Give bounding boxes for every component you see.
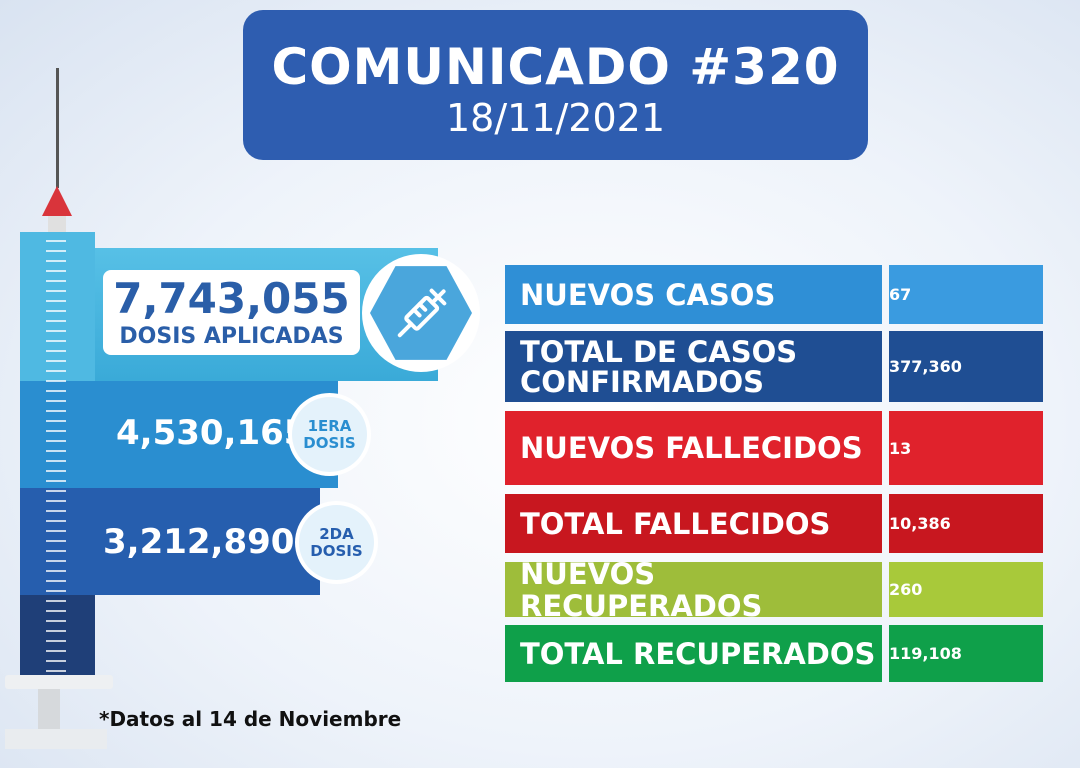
stat-value-cell: 10,386 [889, 494, 1043, 553]
needle-icon [56, 68, 59, 188]
second-dose-band [95, 488, 320, 595]
plunger-rod [38, 689, 60, 729]
second-dose-badge-line2: DOSIS [310, 541, 363, 560]
stat-label-total-casos-line2: CONFIRMADOS [520, 364, 765, 399]
first-dose-badge-line1: 1ERA [307, 416, 352, 435]
total-doses-value: 7,743,055 [113, 274, 350, 323]
syringe-hub [48, 216, 66, 232]
vaccine-hexagon [370, 266, 472, 360]
syringe-icon [397, 288, 447, 338]
needle-tip-icon [42, 186, 72, 216]
stat-label-nuevos-recuperados: NUEVOS RECUPERADOS [520, 556, 763, 623]
second-dose-badge: 2DA DOSIS [299, 505, 374, 580]
stat-label-total-casos: TOTAL DE CASOS CONFIRMADOS [505, 337, 797, 397]
stat-label-cell: NUEVOS CASOS [505, 265, 882, 324]
stat-value-nuevos-recuperados: 260 [889, 580, 923, 599]
total-doses-label: DOSIS APLICADAS [119, 324, 344, 349]
stat-value-total-recuperados: 119,108 [889, 644, 962, 663]
first-dose-badge: 1ERA DOSIS [292, 397, 367, 472]
stat-value-cell: 119,108 [889, 625, 1043, 682]
plunger-base [5, 729, 107, 749]
stat-value-cell: 67 [889, 265, 1043, 324]
stat-value-nuevos-casos: 67 [889, 285, 912, 304]
total-doses-card: 7,743,055 DOSIS APLICADAS [103, 270, 360, 355]
stat-value-cell: 260 [889, 562, 1043, 617]
stat-label-total-fallecidos: TOTAL FALLECIDOS [520, 506, 831, 541]
second-dose-badge-line1: 2DA [319, 524, 354, 543]
stat-value-total-casos: 377,360 [889, 357, 962, 376]
stat-label-cell: NUEVOS FALLECIDOS [505, 411, 882, 485]
stat-value-cell: 377,360 [889, 331, 1043, 402]
stat-label-nuevos-fallecidos: NUEVOS FALLECIDOS [520, 431, 863, 465]
stat-label-nuevos-casos: NUEVOS CASOS [520, 277, 776, 312]
first-dose-value: 4,530,165 [116, 413, 308, 453]
stat-value-total-fallecidos: 10,386 [889, 514, 951, 533]
footnote: *Datos al 14 de Noviembre [99, 707, 402, 731]
stat-label-cell: TOTAL DE CASOS CONFIRMADOS [505, 331, 882, 402]
plunger-thumb [5, 675, 113, 689]
stat-label-total-casos-line1: TOTAL DE CASOS [520, 334, 798, 369]
stat-label-cell: TOTAL RECUPERADOS [505, 625, 882, 682]
stat-value-nuevos-fallecidos: 13 [889, 438, 912, 458]
stat-label-cell: TOTAL FALLECIDOS [505, 494, 882, 553]
stat-label-total-recuperados: TOTAL RECUPERADOS [520, 636, 876, 671]
stat-label-cell: NUEVOS RECUPERADOS [505, 558, 882, 622]
stat-value-cell: 13 [889, 411, 1043, 485]
first-dose-badge-line2: DOSIS [303, 433, 356, 452]
syringe-barrel-icon [20, 232, 95, 675]
second-dose-value: 3,212,890 [103, 522, 295, 562]
date-label: 18/11/2021 [445, 96, 666, 140]
header-banner: COMUNICADO #320 18/11/2021 [243, 10, 868, 160]
page-title: COMUNICADO #320 [271, 38, 840, 96]
